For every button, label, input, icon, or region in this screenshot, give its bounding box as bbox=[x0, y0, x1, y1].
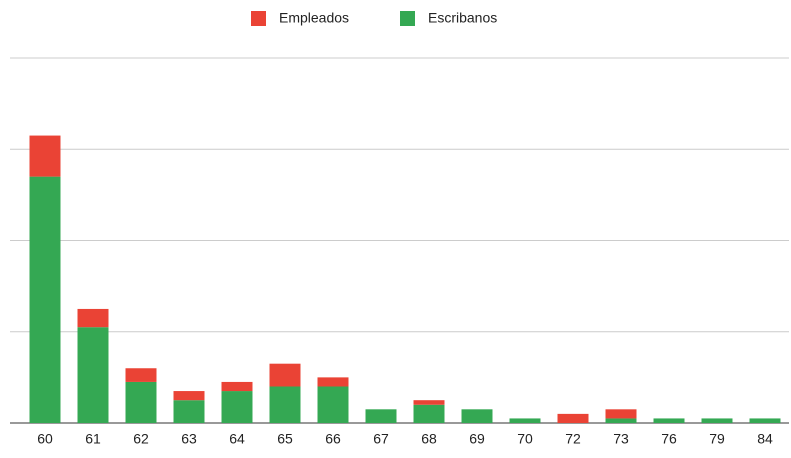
bar bbox=[557, 413, 589, 423]
legend-label: Escribanos bbox=[428, 10, 497, 26]
bar bbox=[605, 418, 637, 423]
bar bbox=[221, 381, 253, 392]
legend-label: Empleados bbox=[279, 10, 349, 26]
bar bbox=[173, 391, 205, 401]
x-tick-label: 72 bbox=[565, 431, 581, 447]
x-tick-label: 60 bbox=[37, 431, 53, 447]
bar bbox=[269, 386, 301, 423]
bar bbox=[701, 418, 733, 423]
x-tick-label: 67 bbox=[373, 431, 389, 447]
legend-swatch bbox=[400, 11, 415, 26]
bar bbox=[29, 176, 61, 423]
bar bbox=[461, 409, 493, 423]
x-tick-label: 69 bbox=[469, 431, 485, 447]
bar bbox=[413, 404, 445, 423]
x-tick-label: 62 bbox=[133, 431, 149, 447]
x-tick-label: 66 bbox=[325, 431, 341, 447]
bar bbox=[317, 377, 349, 387]
x-tick-label: 68 bbox=[421, 431, 437, 447]
bar bbox=[125, 381, 157, 423]
bar bbox=[749, 418, 781, 423]
bar bbox=[365, 409, 397, 423]
bar bbox=[77, 327, 109, 423]
x-tick-label: 79 bbox=[709, 431, 725, 447]
bar bbox=[413, 400, 445, 405]
x-tick-label: 70 bbox=[517, 431, 533, 447]
legend-swatch bbox=[251, 11, 266, 26]
bar bbox=[509, 418, 541, 423]
bar bbox=[221, 391, 253, 423]
x-tick-label: 65 bbox=[277, 431, 293, 447]
x-tick-label: 73 bbox=[613, 431, 629, 447]
bar bbox=[269, 363, 301, 387]
bar bbox=[653, 418, 685, 423]
x-tick-label: 61 bbox=[85, 431, 101, 447]
bar bbox=[173, 400, 205, 423]
x-tick-label: 84 bbox=[757, 431, 773, 447]
bar bbox=[77, 308, 109, 328]
bar bbox=[29, 135, 61, 177]
bar bbox=[317, 386, 349, 423]
bar bbox=[605, 409, 637, 419]
x-tick-label: 76 bbox=[661, 431, 677, 447]
bar bbox=[125, 368, 157, 382]
x-tick-label: 63 bbox=[181, 431, 197, 447]
x-tick-label: 64 bbox=[229, 431, 245, 447]
